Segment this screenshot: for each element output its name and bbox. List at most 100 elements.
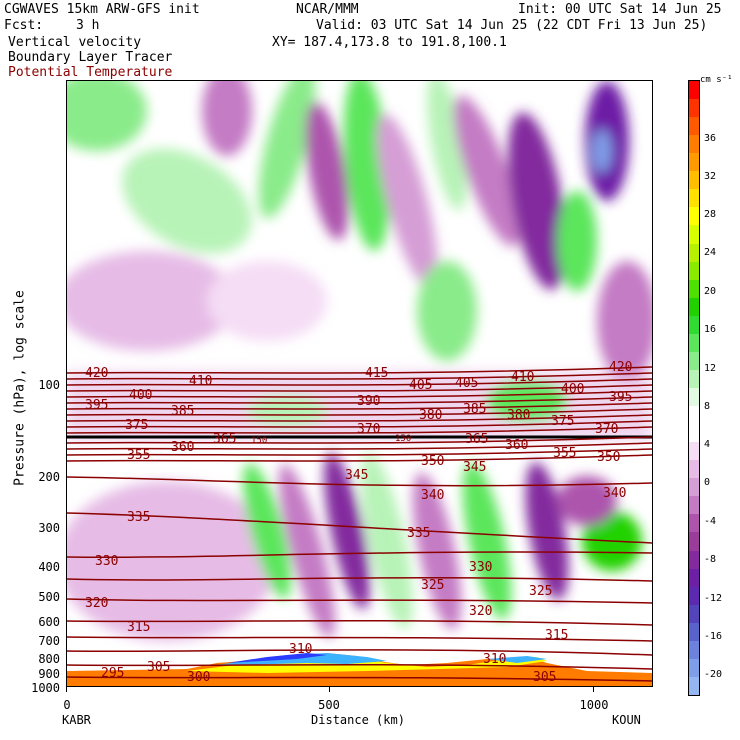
colorbar-swatch: [689, 117, 699, 136]
contour-label: 320: [469, 604, 492, 619]
contour-label: 390: [357, 394, 380, 409]
contour-label: 320: [85, 596, 108, 611]
contour-label: 310: [483, 652, 506, 667]
contour-label: 385: [171, 404, 194, 419]
contour-label: 385: [463, 402, 486, 417]
y-tick-label: 500: [38, 590, 60, 604]
forecast-hour: 3 h: [76, 18, 100, 33]
contour-label: 340: [421, 488, 444, 503]
colorbar-swatch: [689, 496, 699, 515]
y-tick-label: 300: [38, 521, 60, 535]
y-tick-label: 800: [38, 652, 60, 666]
model-title: CGWAVES 15km ARW-GFS init: [4, 2, 200, 17]
contour-label: 325: [421, 578, 444, 593]
y-tick-label: 600: [38, 615, 60, 629]
colorbar-swatch: [689, 189, 699, 208]
colorbar-swatch: [689, 406, 699, 425]
init-time: Init: 00 UTC Sat 14 Jun 25: [518, 2, 722, 17]
colorbar-swatch: [689, 460, 699, 479]
colorbar-swatch: [689, 640, 699, 660]
contour-label: 305: [533, 670, 556, 685]
potential-temperature-contours: [67, 366, 652, 682]
colorbar-swatch: [689, 442, 699, 461]
contour-label: 330: [95, 554, 118, 569]
contour-label: 360: [171, 440, 194, 455]
contour-label: 400: [561, 382, 584, 397]
contour-label: 395: [85, 398, 108, 413]
colorbar-swatch: [689, 514, 699, 533]
contour-label: 410: [189, 374, 212, 389]
colorbar-swatch: [689, 297, 699, 317]
colorbar-label: 32: [704, 171, 717, 182]
colorbar-swatch: [689, 658, 699, 678]
contour-label: 360: [505, 438, 528, 453]
contour-label: 150: [251, 436, 267, 446]
contour-label: 295: [101, 666, 124, 681]
contour-label: 370: [357, 422, 380, 437]
cross-section-coordinates: XY= 187.4,173.8 to 191.8,100.1: [272, 35, 507, 50]
colorbar-label: 16: [704, 324, 717, 335]
colorbar-swatch: [689, 243, 699, 263]
x-tick: [329, 686, 330, 692]
contour-label: 345: [463, 460, 486, 475]
x-tick: [66, 686, 67, 692]
contour-label: 350: [421, 454, 444, 469]
colorbar-label: -4: [704, 516, 717, 527]
y-tick-label: 200: [38, 470, 60, 484]
contour-label: 310: [289, 642, 312, 657]
colorbar-label: 8: [704, 401, 711, 412]
colorbar-swatch: [689, 568, 699, 588]
cross-section-graphic: 420 410 415 405 405 410 420 400 400 395 …: [67, 81, 652, 686]
colorbar-label: 24: [704, 247, 717, 258]
colorbar-swatch: [689, 279, 699, 299]
y-tick-label: 700: [38, 634, 60, 648]
colorbar-swatch: [689, 369, 699, 389]
colorbar-swatch: [689, 351, 699, 371]
colorbar-swatch: [689, 604, 699, 624]
contour-label: 315: [545, 628, 568, 643]
colorbar-swatch: [689, 99, 699, 118]
contour-label: 380: [419, 408, 442, 423]
contour-label: 365: [465, 432, 488, 447]
colorbar-label: -8: [704, 554, 717, 565]
contour-label: 410: [511, 370, 534, 385]
right-station-label: KOUN: [612, 713, 641, 727]
colorbar-swatch: [689, 586, 699, 606]
contour-label: 335: [127, 510, 150, 525]
x-tick: [593, 686, 594, 692]
colorbar-swatch: [689, 388, 699, 407]
colorbar: [688, 80, 700, 696]
field-vertical-velocity: Vertical velocity: [8, 35, 142, 50]
contour-label: 420: [609, 360, 632, 375]
x-tick-label: 500: [318, 698, 340, 712]
contour-label: 375: [551, 414, 574, 429]
colorbar-swatch: [689, 676, 699, 696]
contour-label: 150: [395, 434, 411, 444]
contour-label: 315: [127, 620, 150, 635]
y-tick-label: 1000: [31, 681, 60, 695]
colorbar-label: 0: [704, 477, 711, 488]
colorbar-swatch: [689, 225, 699, 245]
colorbar-swatch: [689, 315, 699, 335]
contour-label: 345: [345, 468, 368, 483]
left-station-label: KABR: [62, 713, 91, 727]
contour-label: 350: [597, 450, 620, 465]
colorbar-label: 12: [704, 363, 717, 374]
colorbar-swatch: [689, 207, 699, 226]
colorbar-swatch: [689, 135, 699, 154]
field-potential-temperature: Potential Temperature: [8, 65, 173, 80]
contour-label: 305: [147, 660, 170, 675]
colorbar-swatch: [689, 153, 699, 172]
contour-label: 325: [529, 584, 552, 599]
contour-label: 405: [409, 378, 432, 393]
vertical-velocity-shading: [67, 81, 652, 641]
colorbar-swatch: [689, 478, 699, 497]
colorbar-swatch: [689, 333, 699, 353]
y-tick-label: 900: [38, 667, 60, 681]
contour-label: 395: [609, 390, 632, 405]
x-axis-title: Distance (km): [311, 713, 405, 727]
contour-label-layer: 420 410 415 405 405 410 420 400 400 395 …: [85, 360, 632, 685]
colorbar-label: -12: [704, 593, 723, 604]
valid-time: Valid: 03 UTC Sat 14 Jun 25 (22 CDT Fri …: [316, 18, 708, 33]
organization-label: NCAR/MMM: [296, 2, 359, 17]
